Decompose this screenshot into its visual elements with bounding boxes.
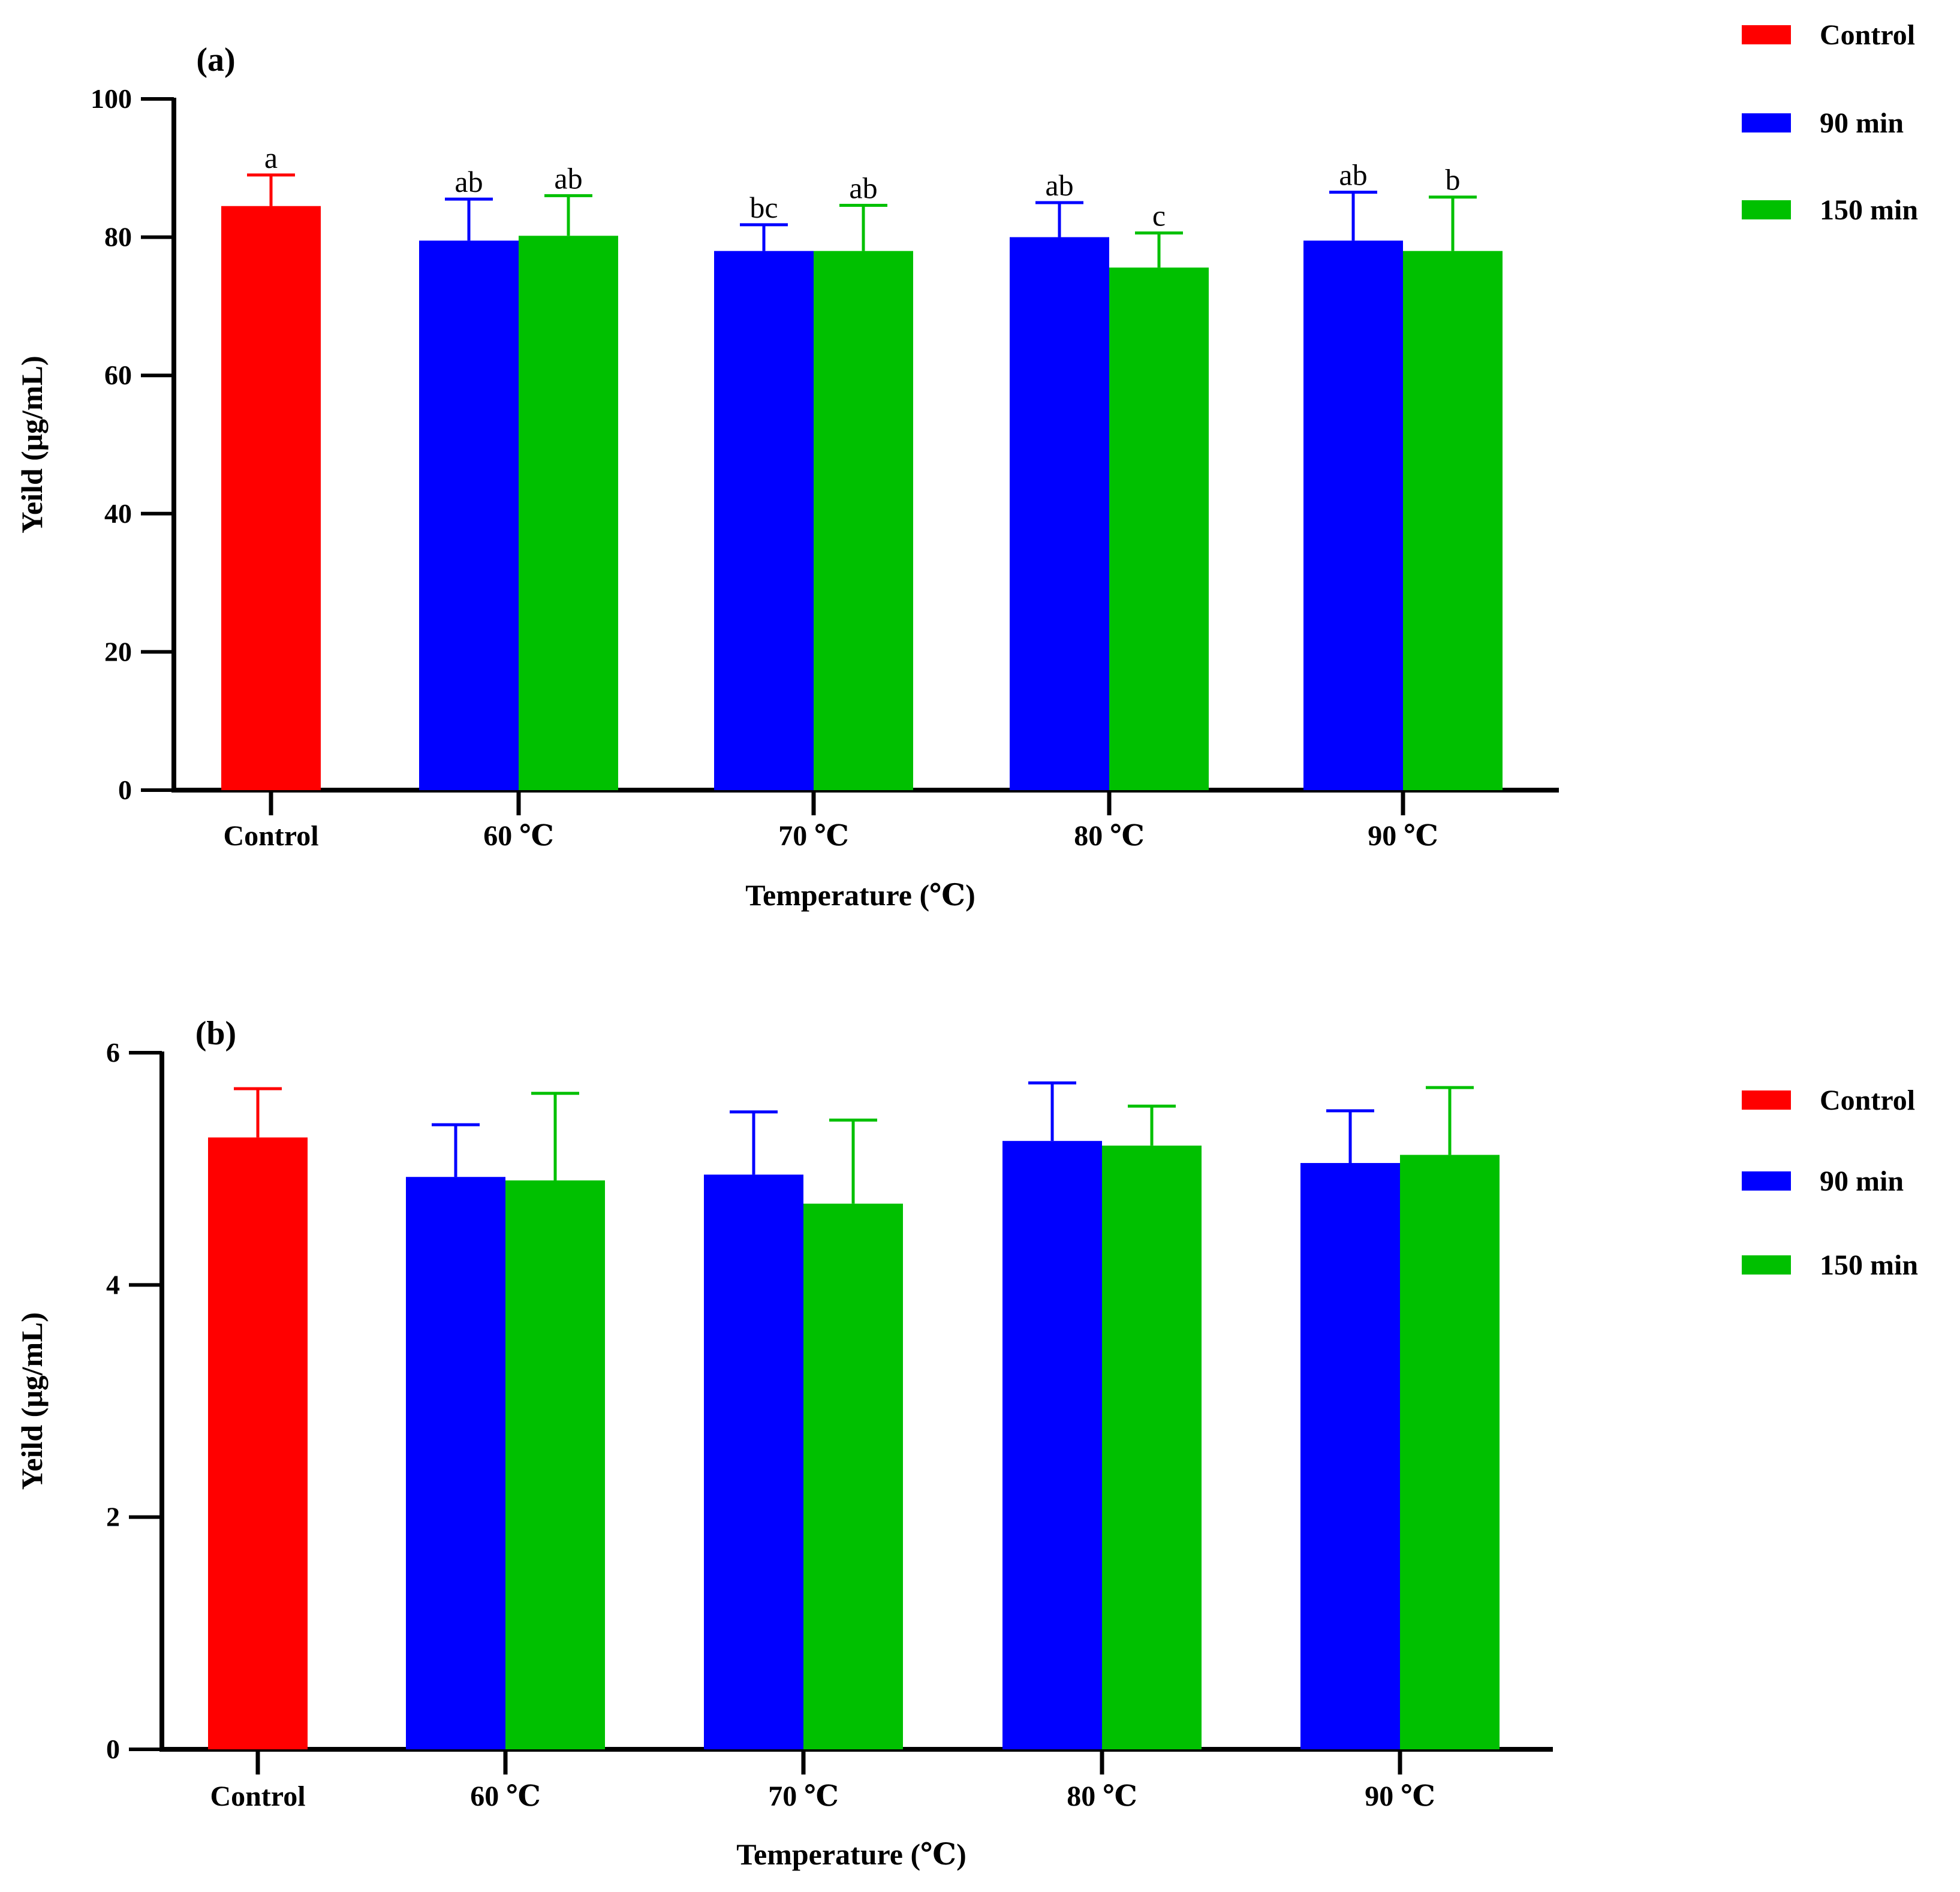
bar-90-min [1002, 1141, 1102, 1749]
bar-150-min [505, 1180, 605, 1749]
bar-150-min [803, 1203, 903, 1749]
significance-label: c [1152, 199, 1166, 233]
x-tick-label: 80 ℃ [1067, 1780, 1137, 1812]
significance-label: ab [454, 165, 483, 198]
bar-control [208, 1137, 308, 1749]
bar-90-min [1010, 237, 1109, 791]
bar-150-min [1403, 251, 1503, 790]
bar-90-min [1300, 1162, 1400, 1749]
x-tick-label: Control [210, 1780, 305, 1812]
legend-label: Control [1820, 1084, 1915, 1116]
x-tick-label: 80 ℃ [1074, 820, 1145, 852]
legend-label: 150 min [1820, 194, 1918, 226]
y-axis-title: Yeild (μg/mL) [15, 1312, 49, 1490]
significance-label: ab [1339, 158, 1367, 192]
x-axis-title: Temperature (℃) [745, 878, 975, 912]
panel-a: (a) 0 20 40 60 80 100 Yeild (μg/mL) Temperature … [15, 19, 1918, 912]
legend-swatch-control [1742, 1090, 1791, 1110]
significance-label: bc [749, 191, 778, 224]
x-tick-label: 70 ℃ [768, 1780, 839, 1812]
bar-90-min [419, 240, 519, 790]
legend-label: 90 min [1820, 107, 1904, 139]
legend-label: 90 min [1820, 1165, 1904, 1197]
y-tick-label: 4 [106, 1269, 120, 1300]
y-tick-label: 0 [106, 1734, 120, 1764]
bar-90-min [704, 1174, 803, 1749]
bar-90-min [714, 251, 814, 790]
y-tick-label: 0 [118, 775, 132, 805]
legend-swatch-control [1742, 25, 1791, 44]
y-tick-label: 20 [104, 636, 132, 667]
panel-label: (a) [196, 41, 235, 79]
significance-label: ab [554, 161, 582, 195]
panel-label: (b) [195, 1015, 236, 1052]
significance-label: b [1446, 163, 1461, 197]
y-tick-label: 60 [104, 360, 132, 390]
x-tick-label: 70 ℃ [778, 820, 849, 852]
legend-swatch-150-min [1742, 1255, 1791, 1275]
significance-label: ab [1045, 168, 1073, 202]
legend-swatch-90-min [1742, 1171, 1791, 1191]
panel-b: (b) 0 2 4 6 Yeild (μg/mL) Temperature (℃) Contr… [15, 1015, 1918, 1871]
bar-150-min [814, 251, 913, 790]
legend-swatch-150-min [1742, 200, 1791, 219]
x-tick-label: 90 ℃ [1365, 1780, 1435, 1812]
bar-150-min [519, 236, 618, 790]
legend-swatch-90-min [1742, 113, 1791, 132]
bar-90-min [1303, 240, 1403, 790]
x-tick-label: 60 ℃ [483, 820, 554, 852]
x-axis-title: Temperature (℃) [736, 1837, 966, 1871]
y-tick-label: 100 [91, 83, 132, 114]
significance-label: ab [849, 171, 877, 205]
x-tick-label: 90 ℃ [1368, 820, 1438, 852]
y-axis-title: Yeild (μg/mL) [15, 355, 49, 533]
x-tick-label: 60 ℃ [470, 1780, 541, 1812]
y-tick-label: 2 [106, 1502, 120, 1532]
bar-90-min [406, 1177, 505, 1749]
legend-label: 150 min [1820, 1249, 1918, 1281]
y-tick-label: 80 [104, 222, 132, 252]
x-tick-label: Control [223, 820, 318, 852]
bar-150-min [1400, 1155, 1500, 1749]
bar-150-min [1102, 1145, 1202, 1749]
bar-150-min [1109, 267, 1209, 790]
y-tick-label: 6 [106, 1037, 120, 1068]
legend-label: Control [1820, 19, 1915, 51]
y-tick-label: 40 [104, 498, 132, 529]
significance-label: a [264, 141, 278, 174]
bar-control [221, 206, 321, 791]
